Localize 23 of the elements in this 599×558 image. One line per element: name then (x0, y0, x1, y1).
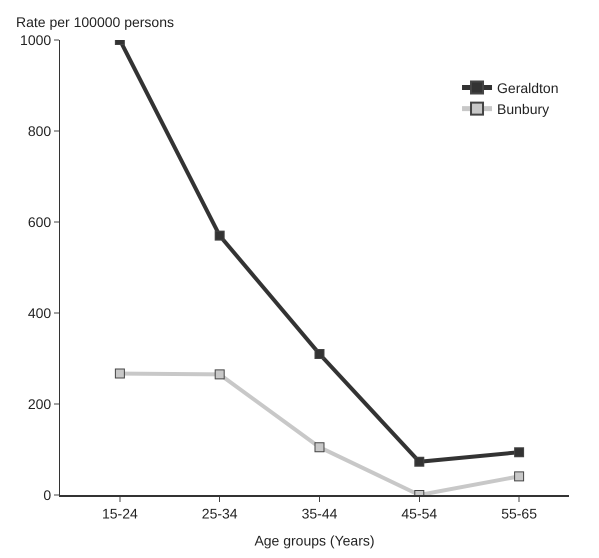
x-tick-label: 35-44 (302, 506, 338, 522)
x-tick-label: 55-65 (501, 506, 538, 522)
point (514, 447, 524, 458)
y-tick-label: 200 (28, 396, 52, 412)
y-tick-label: 0 (43, 486, 52, 503)
x-axis-title: Age groups (Years) (254, 532, 375, 548)
x-tick-label: 15-24 (102, 506, 138, 522)
y-tick-label: 600 (28, 214, 52, 230)
point (314, 442, 324, 452)
point (414, 456, 424, 467)
y-axis-title: Rate per 100000 persons (16, 14, 174, 30)
y-tick-label: 400 (28, 304, 52, 321)
legend-label: Bunbury (497, 101, 550, 118)
point (514, 471, 524, 482)
point (214, 369, 225, 380)
x-tick-label: 25-34 (202, 506, 238, 522)
point (114, 368, 125, 379)
x-tick-label: 45-54 (401, 506, 438, 522)
y-tick-label: 1000 (20, 32, 52, 48)
y-tick-label: 800 (28, 122, 52, 139)
point (214, 230, 225, 241)
point (314, 348, 324, 359)
legend-label: Geraldton (497, 80, 559, 96)
